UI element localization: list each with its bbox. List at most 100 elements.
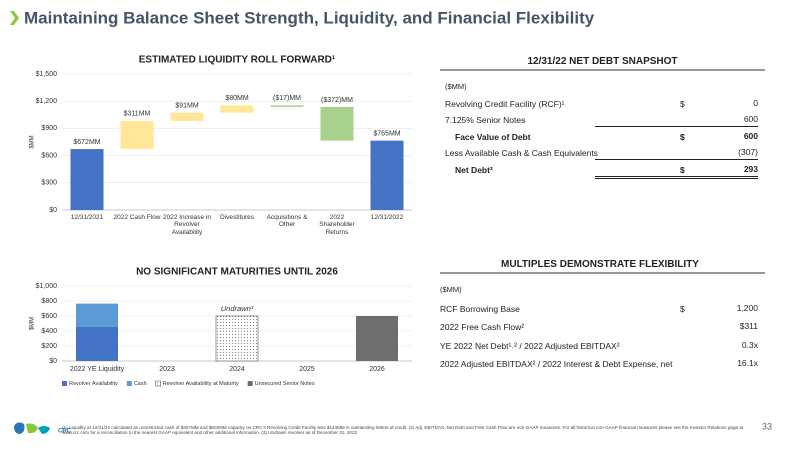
x-tick-label: 12/31/2022 — [370, 214, 404, 221]
legend-label: Unsecured Senior Notes — [255, 381, 315, 387]
currency: $ — [680, 98, 685, 109]
value-label: $91MM — [175, 102, 199, 109]
table-title: MULTIPLES DEMONSTRATE FLEXIBILITY — [501, 259, 699, 270]
bar — [370, 140, 404, 210]
currency: $ — [680, 131, 685, 142]
annotation: Undrawn³ — [221, 304, 254, 313]
page-number: 33 — [762, 421, 772, 431]
y-tick-label: $300 — [41, 180, 57, 187]
legend-swatch — [155, 380, 161, 387]
row-value: $311 — [739, 321, 758, 331]
legend-label: Revolver Availability at Maturity — [163, 381, 239, 387]
row-label: 2022 Adjusted EBITDAX² / 2022 Interest &… — [440, 359, 673, 369]
logo — [14, 422, 50, 434]
chart-title: NO SIGNIFICANT MATURITIES UNTIL 2026 — [136, 267, 338, 278]
value-label: ($17)MM — [273, 95, 301, 102]
chart-title: ESTIMATED LIQUIDITY ROLL FORWARD¹ — [139, 55, 336, 66]
x-tick-label: Acquisitions & Other — [266, 214, 308, 229]
table-row: Face Value of Debt $600 — [445, 130, 758, 144]
row-value: 1,200 — [736, 302, 758, 313]
x-tick-label: 2023 — [159, 366, 175, 373]
y-tick-label: $900 — [41, 125, 57, 132]
row-value: 600 — [743, 130, 758, 141]
x-tick-label: 2024 — [229, 366, 245, 373]
row-label: 2022 Free Cash Flow² — [440, 322, 525, 332]
table-row: 2022 Adjusted EBITDAX² / 2022 Interest &… — [440, 357, 758, 371]
x-tick-label: 2026 — [369, 366, 385, 373]
page-title: Maintaining Balance Sheet Strength, Liqu… — [24, 8, 595, 27]
row-value: 16.1x — [737, 358, 758, 368]
y-tick-label: $400 — [41, 328, 57, 335]
logo-text: CRC — [58, 429, 72, 435]
legend-label: Revolver Availability — [69, 381, 118, 387]
y-tick-label: $0 — [49, 358, 57, 365]
bar — [120, 120, 154, 150]
value-label: $672MM — [73, 139, 100, 146]
value-label: $765MM — [373, 130, 400, 137]
x-tick-label: Divestitures — [220, 214, 254, 221]
bar-segment — [356, 316, 398, 361]
row-label: YE 2022 Net Debt¹˒² / 2022 Adjusted EBIT… — [440, 340, 620, 351]
chevron — [10, 11, 19, 25]
table-row: YE 2022 Net Debt¹˒² / 2022 Adjusted EBIT… — [440, 339, 758, 353]
legend-swatch — [62, 381, 67, 386]
x-tick-label: 2022 Increase in Revolver Availability — [162, 214, 212, 236]
y-tick-label: $0 — [49, 207, 57, 214]
table-row: 2022 Free Cash Flow² $311 — [440, 320, 758, 334]
y-tick-label: $600 — [41, 313, 57, 320]
table-row: RCF Borrowing Base $1,200 — [440, 302, 758, 316]
value-label: $80MM — [225, 95, 249, 102]
legend-label: Cash — [134, 381, 147, 387]
row-label: 7.125% Senior Notes — [445, 115, 526, 125]
legend-swatch — [247, 381, 253, 386]
bar — [170, 112, 204, 121]
bar-segment — [76, 326, 118, 361]
x-tick-label: 2025 — [299, 366, 315, 373]
row-label: RCF Borrowing Base — [440, 303, 520, 314]
y-tick-label: $200 — [41, 343, 57, 350]
bar — [220, 105, 254, 113]
table: ($MM) Revolving Credit Facility (RCF)¹ $0 7… — [445, 80, 758, 179]
x-tick-label: 2022 Cash Flow — [113, 214, 161, 221]
row-value: 293 — [594, 163, 758, 179]
row-label: Less Available Cash & Cash Equivalents — [445, 148, 598, 158]
table: ($MM) RCF Borrowing Base $1,200 2022 Free C… — [440, 283, 758, 376]
y-tick-label: $800 — [41, 298, 57, 305]
row-label: Net Debt² — [455, 164, 493, 175]
y-axis-label: $MM — [30, 135, 36, 148]
row-value: 600 — [594, 113, 758, 127]
unit-label: ($MM) — [440, 285, 462, 294]
value-label: $311MM — [124, 111, 151, 118]
table-row: Less Available Cash & Cash Equivalents (3… — [445, 146, 758, 160]
legend-swatch — [126, 381, 132, 386]
bar — [270, 105, 304, 107]
x-tick-label: 2022 YE Liquidity — [70, 366, 125, 373]
row-value: 0.3x — [741, 339, 758, 350]
bar-segment — [215, 315, 259, 362]
table-title: 12/31/22 NET DEBT SNAPSHOT — [527, 56, 678, 67]
y-tick-label: $600 — [41, 152, 57, 159]
y-axis-label: $MM — [30, 317, 36, 330]
row-value: 0 — [753, 97, 758, 108]
row-label: Face Value of Debt — [455, 131, 531, 142]
currency: $ — [680, 303, 685, 314]
bar — [320, 106, 354, 141]
currency: $ — [680, 164, 685, 175]
y-tick-label: $1,000 — [36, 283, 58, 290]
bar — [70, 149, 104, 210]
y-tick-label: $1,500 — [36, 71, 58, 78]
x-tick-label: 2022 Shareholder Returns — [319, 214, 355, 236]
value-label: ($372)MM — [321, 97, 353, 104]
table-row: Net Debt² $293 — [445, 163, 758, 179]
y-tick-label: $1,200 — [36, 98, 58, 105]
table-row: 7.125% Senior Notes 600 — [445, 113, 758, 127]
row-label: Revolving Credit Facility (RCF)¹ — [445, 98, 565, 109]
unit-label: ($MM) — [445, 82, 467, 91]
row-value: (307) — [594, 146, 758, 160]
bar-segment — [76, 303, 118, 327]
x-tick-label: 12/31/2021 — [70, 214, 104, 221]
footnote: (1) Liquidity at 12/31/22 calculated as … — [62, 425, 744, 436]
table-row: Revolving Credit Facility (RCF)¹ $0 — [445, 97, 758, 111]
